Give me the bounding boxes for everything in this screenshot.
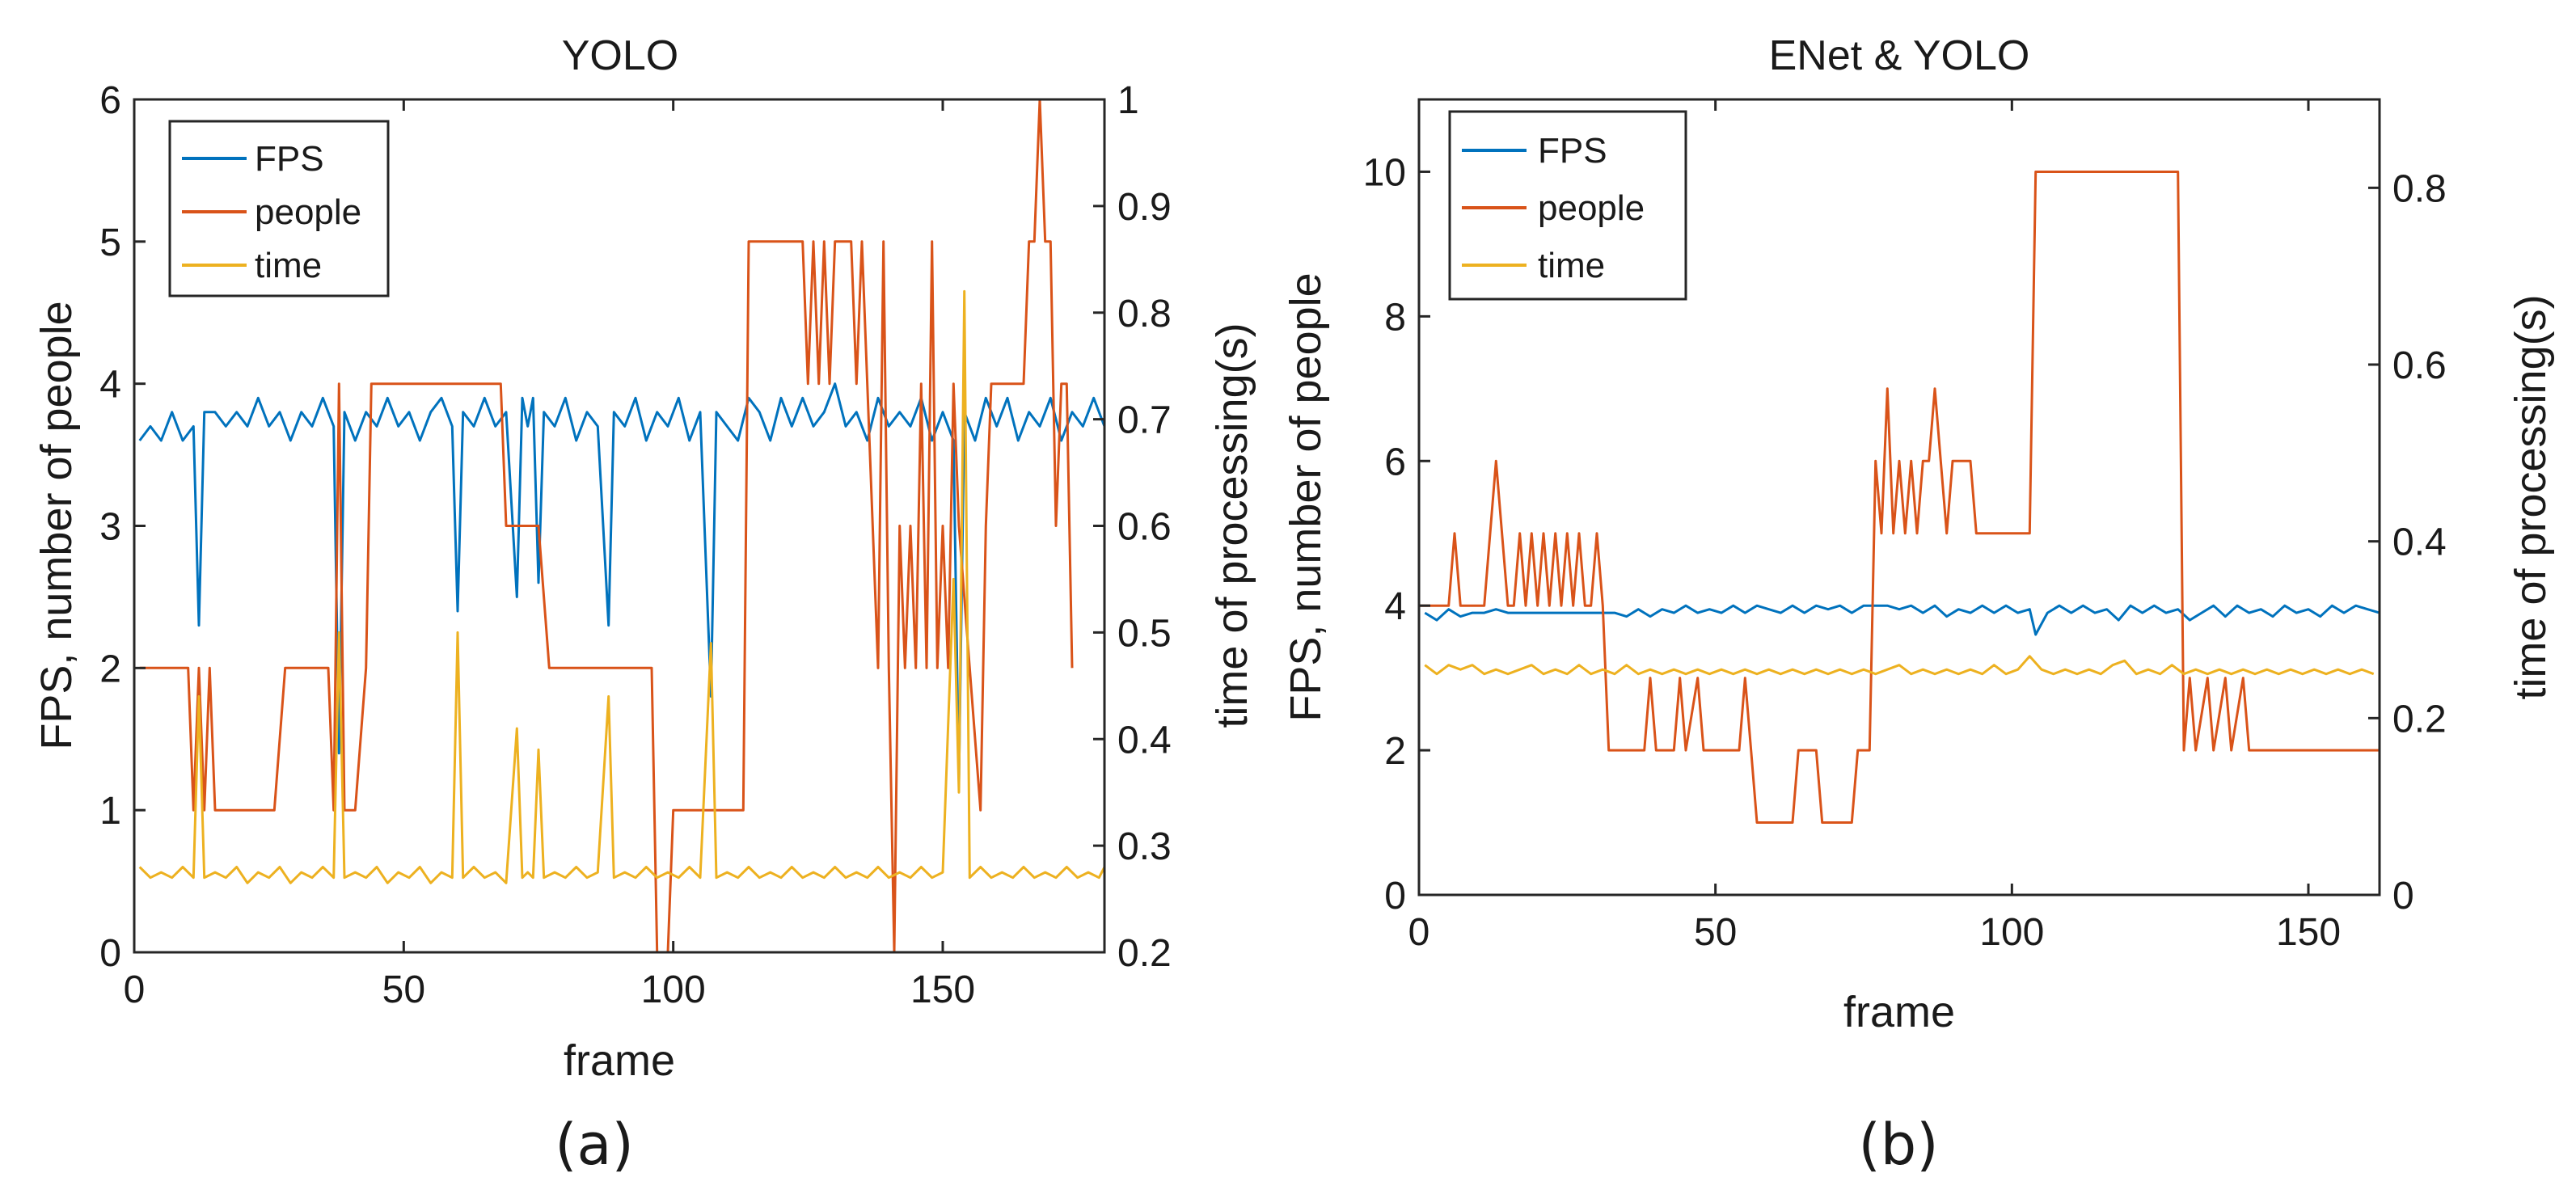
series-line-time — [1424, 655, 2375, 676]
plot-frame — [1417, 98, 2381, 897]
chart-title: ENet & YOLO — [1769, 32, 2030, 79]
y-tick-label-right: 0.7 — [1117, 399, 1172, 442]
x-tick-label: 100 — [1979, 911, 2044, 954]
legend-label-people: people — [1538, 188, 1645, 228]
y-tick-label-right: 0.5 — [1117, 612, 1172, 655]
series-line-people — [1419, 171, 2380, 824]
x-tick-label: 150 — [910, 968, 975, 1011]
y-tick-label-right: 1 — [1117, 79, 1139, 122]
y-tick-label-right: 0.6 — [2392, 344, 2447, 387]
plot-area-lines — [1419, 171, 2380, 824]
legend-label-fps: FPS — [1538, 131, 1607, 171]
y-axis-label-left: FPS, number of people — [32, 301, 81, 749]
y-tick-label-right: 0.2 — [2392, 698, 2447, 740]
legend-box — [1448, 110, 1687, 301]
y-tick-label-left: 6 — [1384, 441, 1406, 483]
y-tick-label-right: 0.4 — [2392, 521, 2447, 564]
y-tick-label-right: 0.2 — [1117, 932, 1172, 975]
y-tick-label-right: 0.9 — [1117, 186, 1172, 229]
y-tick-label-left: 5 — [99, 222, 121, 264]
x-tick-label: 0 — [1408, 911, 1430, 954]
x-tick-label: 100 — [641, 968, 706, 1011]
x-tick-label: 0 — [124, 968, 146, 1011]
y-tick-label-left: 0 — [1384, 875, 1406, 918]
chart-title: YOLO — [562, 32, 679, 79]
y-tick-label-left: 4 — [99, 364, 121, 407]
y-tick-label-right: 0 — [2392, 875, 2414, 918]
figure-caption-b: (b) — [1858, 1112, 1938, 1178]
y-tick-label-left: 0 — [99, 932, 121, 975]
x-tick-label: 50 — [382, 968, 425, 1011]
legend-label-time: time — [1538, 246, 1605, 285]
plot-area-lines — [138, 99, 1104, 952]
y-tick-label-left: 2 — [1384, 730, 1406, 773]
x-tick-label: 50 — [1694, 911, 1737, 954]
series-line-fps — [138, 382, 1104, 783]
y-axis-label-right: time of processing(s) — [2506, 294, 2555, 699]
y-axis-label-left: FPS, number of people — [1282, 272, 1330, 721]
y-tick-label-left: 4 — [1384, 585, 1406, 628]
y-tick-label-left: 10 — [1363, 151, 1406, 194]
y-tick-label-right: 0.8 — [2392, 167, 2447, 210]
chart-yolo: YOLO 0 50 100 15001234560.20.30.40.50.60.70… — [32, 32, 1256, 1178]
legend: FPS people time — [1448, 110, 1687, 301]
y-tick-label-left: 2 — [99, 648, 121, 690]
axis-ticks: 0 50 100 150 0 1 2 3 4 5 6 0.2 0.3 0.4 0.5 0.6 0.7 0.8 0.9… — [99, 79, 1171, 1011]
y-tick-label-left: 3 — [99, 506, 121, 549]
y-axis-label-right: time of processing(s) — [1208, 323, 1256, 728]
y-tick-label-left: 6 — [99, 79, 121, 122]
series-line-time — [138, 289, 1104, 884]
y-tick-label-right: 0.8 — [1117, 293, 1172, 335]
legend: FPS people time — [168, 120, 390, 297]
y-tick-label-left: 1 — [99, 790, 121, 833]
legend-label-people: people — [255, 192, 361, 232]
y-tick-label-left: 8 — [1384, 296, 1406, 339]
legend-label-fps: FPS — [255, 139, 324, 179]
figure-caption-a: (a) — [555, 1112, 634, 1178]
chart-enet-yolo: ENet & YOLO 0 50 100 150024681000.20.40.60.… — [1282, 32, 2555, 1178]
x-tick-label: 150 — [2276, 911, 2341, 954]
legend-label-time: time — [255, 246, 322, 285]
x-axis-label: frame — [564, 1036, 675, 1085]
y-tick-label-right: 0.4 — [1117, 719, 1172, 762]
y-tick-label-right: 0.6 — [1117, 506, 1172, 549]
series-line-people — [139, 99, 1074, 952]
y-tick-label-right: 0.3 — [1117, 825, 1172, 868]
series-line-fps — [1424, 604, 2380, 636]
x-axis-label: frame — [1843, 988, 1955, 1036]
